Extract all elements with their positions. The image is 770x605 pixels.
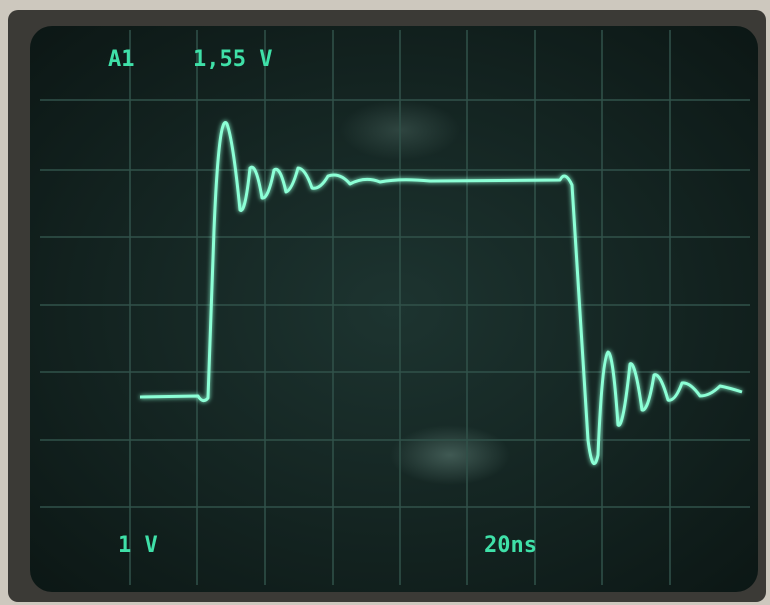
glare bbox=[390, 425, 510, 485]
channel-label: A1 bbox=[108, 47, 135, 72]
oscilloscope-photo: A1 1,55 V 1 V 20ns bbox=[0, 0, 770, 605]
time-per-div: 20ns bbox=[484, 533, 537, 558]
voltage-readout: 1,55 V bbox=[193, 47, 272, 72]
volts-per-div: 1 V bbox=[118, 533, 158, 558]
